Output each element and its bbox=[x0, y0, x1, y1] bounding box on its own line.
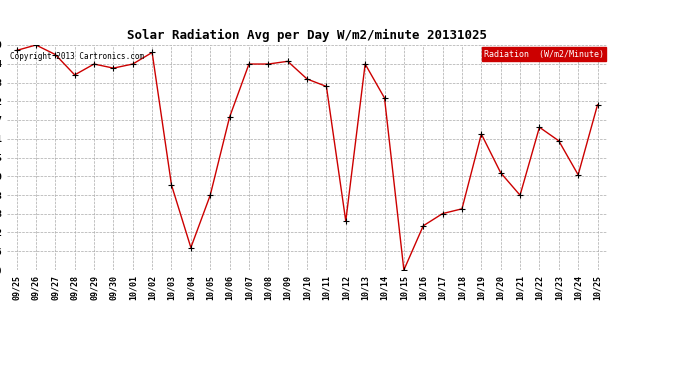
Text: Copyright 2013 Cartronics.com: Copyright 2013 Cartronics.com bbox=[10, 52, 144, 61]
Title: Solar Radiation Avg per Day W/m2/minute 20131025: Solar Radiation Avg per Day W/m2/minute … bbox=[127, 29, 487, 42]
Text: Radiation  (W/m2/Minute): Radiation (W/m2/Minute) bbox=[484, 50, 604, 58]
